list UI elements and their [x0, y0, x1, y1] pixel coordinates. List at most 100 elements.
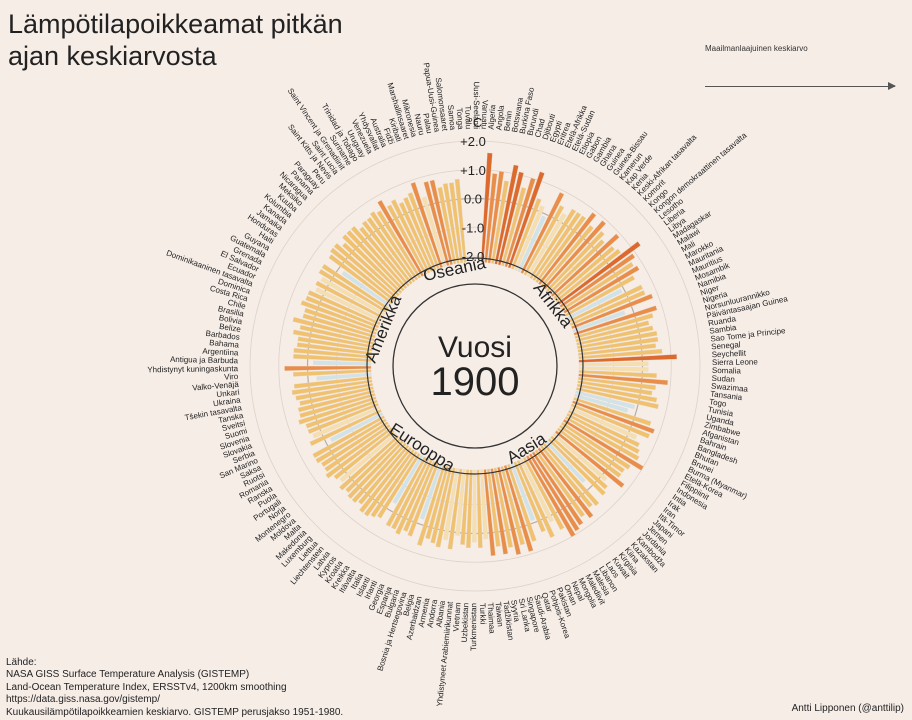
center-disc	[392, 283, 558, 449]
bar	[346, 229, 405, 292]
bar-layer	[284, 152, 678, 556]
bar	[361, 220, 413, 285]
source-line: Kuukausilämpötilapoikkeamien keskiarvo. …	[6, 706, 344, 718]
bar	[324, 424, 391, 472]
bar	[312, 415, 385, 459]
bar	[305, 399, 378, 429]
bar	[376, 210, 422, 279]
bar	[572, 400, 655, 434]
bar	[497, 171, 524, 266]
bar	[309, 409, 382, 447]
bar	[472, 469, 477, 543]
bar	[491, 180, 509, 264]
bar	[497, 466, 522, 556]
bar	[321, 421, 389, 467]
author-credit: Antti Lipponen (@anttilip)	[791, 703, 904, 714]
bar	[307, 290, 381, 326]
global-average-label: Maailmanlaajuinen keskiarvo	[705, 44, 808, 53]
bar	[576, 387, 659, 410]
country-label: Palau	[421, 112, 434, 134]
bar	[363, 448, 415, 517]
country-label: Togo	[709, 397, 728, 409]
bar	[385, 456, 427, 527]
bar	[560, 421, 631, 470]
bar	[410, 181, 443, 269]
bar	[572, 310, 626, 333]
bar	[342, 234, 403, 294]
bar	[351, 442, 407, 504]
bar	[454, 178, 467, 263]
grid-circle	[278, 169, 672, 563]
bar	[298, 396, 377, 425]
country-label: Swazimaa	[711, 382, 749, 394]
bar	[567, 409, 640, 448]
bar	[552, 433, 608, 482]
country-label: Argentiina	[202, 347, 239, 358]
country-label: Belize	[219, 322, 242, 334]
bar	[578, 370, 657, 379]
bar	[555, 248, 621, 303]
country-label: Kongon demokraattinen tasavalta	[652, 130, 749, 215]
bar	[531, 451, 584, 526]
bar	[553, 245, 615, 300]
bar	[547, 438, 606, 496]
country-label: Taiwan	[494, 601, 505, 627]
bar	[320, 277, 386, 316]
bar	[369, 211, 419, 281]
bar	[300, 300, 378, 332]
bar	[548, 239, 605, 295]
country-label: Yhdistynyt kuningaskunta	[147, 364, 238, 374]
bar	[511, 197, 542, 270]
bar	[448, 182, 464, 264]
bar	[569, 406, 638, 440]
bar	[377, 199, 425, 277]
bar	[522, 456, 565, 531]
bar	[565, 275, 636, 317]
tick-label: +2.0	[460, 134, 486, 149]
bar	[501, 187, 527, 267]
country-label: Unkari	[216, 388, 240, 400]
country-label: Tonga	[455, 107, 465, 130]
bar	[321, 263, 390, 311]
bar	[480, 469, 489, 540]
bar	[576, 325, 654, 346]
bar	[429, 179, 453, 266]
bar	[366, 216, 416, 283]
chart-title: Lämpötilapoikkeamat pitkän ajan keskiarv…	[8, 8, 343, 72]
bar	[407, 192, 440, 270]
bar	[556, 427, 622, 478]
bar	[550, 233, 620, 297]
bar	[307, 402, 379, 435]
country-label: Bolivia	[218, 313, 243, 326]
bar	[312, 406, 381, 439]
bar	[503, 464, 534, 552]
bar	[443, 468, 459, 541]
bar	[296, 342, 373, 356]
bar	[484, 173, 498, 263]
bar	[561, 261, 634, 311]
bar	[299, 324, 374, 345]
bar	[523, 205, 565, 276]
bar	[578, 343, 657, 356]
bar	[513, 461, 546, 533]
bar	[578, 366, 649, 372]
bar	[532, 211, 582, 282]
bar	[514, 205, 545, 271]
bar	[577, 336, 659, 353]
bar	[578, 361, 649, 367]
country-label: Benin	[502, 110, 514, 131]
bar	[577, 376, 656, 390]
bar	[517, 215, 547, 273]
bar	[543, 220, 607, 290]
bar	[500, 465, 525, 546]
bar	[359, 446, 413, 513]
bar	[293, 347, 372, 359]
source-line: NASA GISS Surface Temperature Analysis (…	[6, 669, 250, 681]
bar	[516, 459, 555, 538]
bar	[487, 171, 505, 264]
country-label: Vanuatu	[480, 100, 490, 130]
bar	[504, 177, 536, 268]
bar	[342, 242, 400, 297]
bar	[545, 230, 605, 293]
bar	[575, 390, 636, 410]
